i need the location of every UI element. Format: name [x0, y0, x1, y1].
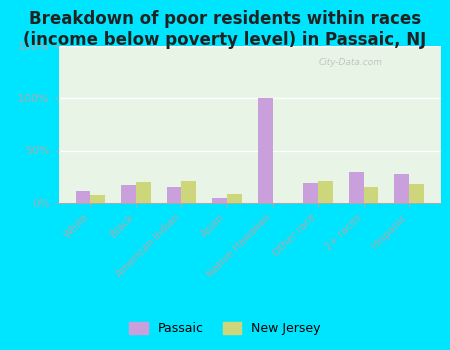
- Bar: [76, 191, 90, 203]
- Bar: [227, 194, 242, 203]
- Bar: [349, 172, 364, 203]
- Bar: [212, 198, 227, 203]
- Bar: [395, 174, 409, 203]
- Bar: [318, 181, 333, 203]
- Bar: [90, 195, 105, 203]
- Text: City-Data.com: City-Data.com: [319, 58, 382, 67]
- Bar: [122, 185, 136, 203]
- Bar: [167, 187, 181, 203]
- Bar: [409, 184, 423, 203]
- Legend: Passaic, New Jersey: Passaic, New Jersey: [124, 317, 326, 340]
- Bar: [303, 183, 318, 203]
- Text: Breakdown of poor residents within races
(income below poverty level) in Passaic: Breakdown of poor residents within races…: [23, 10, 427, 49]
- Bar: [181, 181, 196, 203]
- Bar: [364, 187, 378, 203]
- Bar: [136, 182, 151, 203]
- Bar: [258, 98, 273, 203]
